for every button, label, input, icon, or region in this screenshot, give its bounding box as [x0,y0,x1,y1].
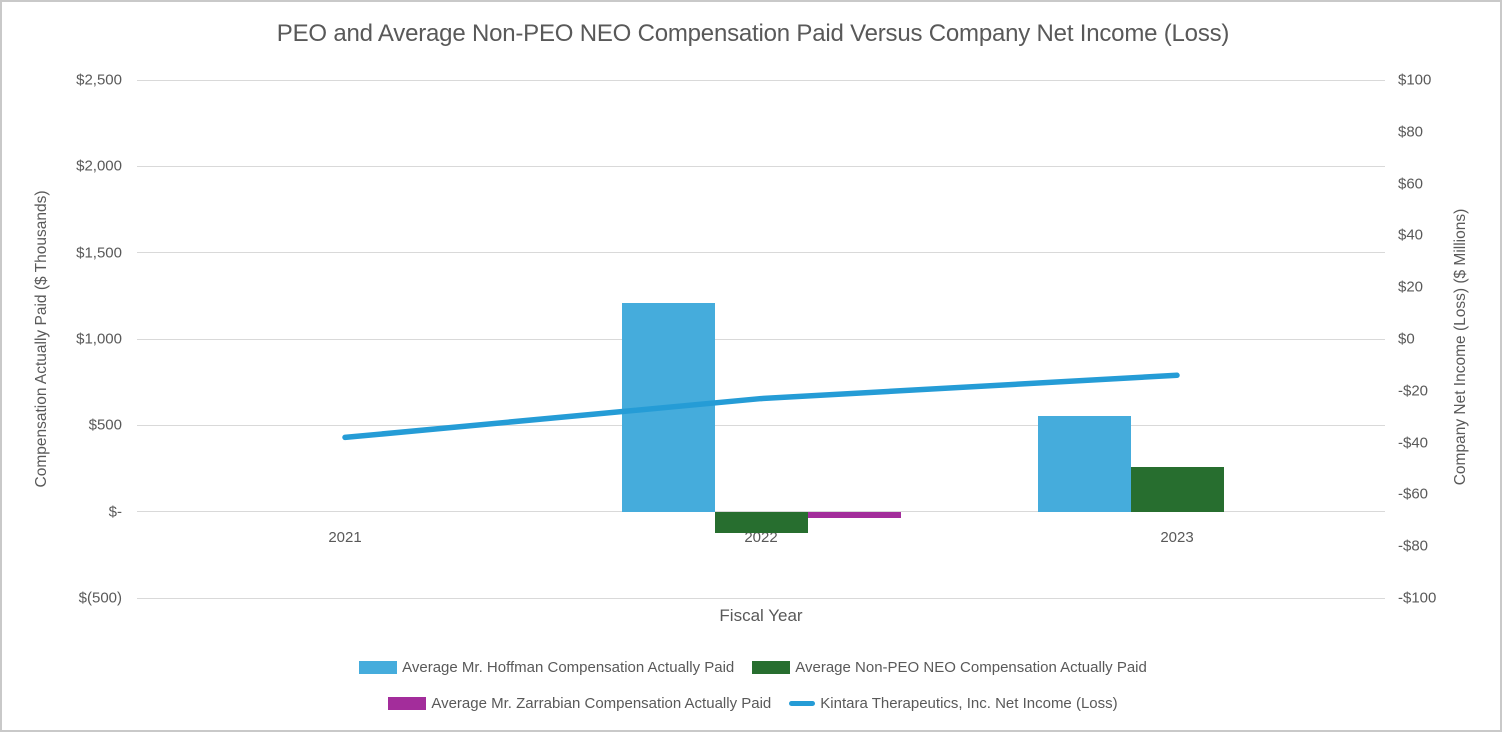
chart-title: PEO and Average Non-PEO NEO Compensation… [276,20,1230,47]
legend-row-1: Average Mr. Hoffman Compensation Actuall… [2,659,1500,676]
legend-item-series-4: Kintara Therapeutics, Inc. Net Income (L… [789,695,1118,712]
x-axis-title: Fiscal Year [719,606,803,625]
left-axis-tick-label: $2,500 [76,71,122,89]
gridline [137,79,1385,81]
gridline [137,424,1385,426]
left-axis-tick-label: $- [108,503,122,521]
bar-2023-series-2 [1130,466,1224,512]
right-axis-tick-label: -$60 [1398,485,1429,503]
gridline [137,338,1385,340]
right-axis-tick-label: -$20 [1398,382,1429,400]
legend-row-2: Average Mr. Zarrabian Compensation Actua… [2,695,1500,712]
right-axis-tick-label: $100 [1398,71,1432,89]
left-axis-tick-label: $2,000 [76,157,122,175]
right-axis-tick-label: $80 [1398,123,1424,141]
x-axis-tick-label: 2023 [1160,529,1194,546]
legend-label: Average Non-PEO NEO Compensation Actuall… [795,659,1147,676]
bar-2022-series-2 [714,511,808,534]
gridline [137,165,1385,167]
left-axis-tick-label: $1,500 [76,244,122,262]
legend-label: Average Mr. Zarrabian Compensation Actua… [431,695,772,712]
right-axis-tick-label: -$80 [1398,537,1429,555]
x-axis-tick-label: 2021 [328,529,362,546]
right-axis-tick-label: $40 [1398,226,1424,244]
legend-bar-swatch-icon [752,661,791,674]
right-axis-tick-label: $0 [1398,330,1415,348]
right-axis-tick-label: $20 [1398,278,1424,296]
legend-line-swatch-icon [789,701,816,706]
gridline [137,597,1385,599]
legend-label: Kintara Therapeutics, Inc. Net Income (L… [820,695,1118,712]
legend-bar-swatch-icon [359,661,398,674]
legend-item-series-3: Average Mr. Zarrabian Compensation Actua… [388,695,771,712]
right-axis-tick-label: $60 [1398,175,1424,193]
gridline [137,252,1385,254]
left-axis-tick-label: $1,000 [76,330,122,348]
legend-item-series-2: Average Non-PEO NEO Compensation Actuall… [752,659,1147,676]
legend-item-series-1: Average Mr. Hoffman Compensation Actuall… [359,659,734,676]
right-axis-tick-label: -$100 [1398,589,1437,607]
legend-bar-swatch-icon [388,697,427,710]
bar-2023-series-1 [1037,415,1131,512]
x-axis-tick-label: 2022 [744,529,778,546]
bar-2022-series-3 [807,511,901,518]
right-axis-tick-label: -$40 [1398,434,1429,452]
bar-2022-series-1 [621,302,715,512]
left-axis-tick-label: $500 [88,416,122,434]
left-axis-tick-label: $(500) [78,589,122,607]
legend-label: Average Mr. Hoffman Compensation Actuall… [402,659,735,676]
